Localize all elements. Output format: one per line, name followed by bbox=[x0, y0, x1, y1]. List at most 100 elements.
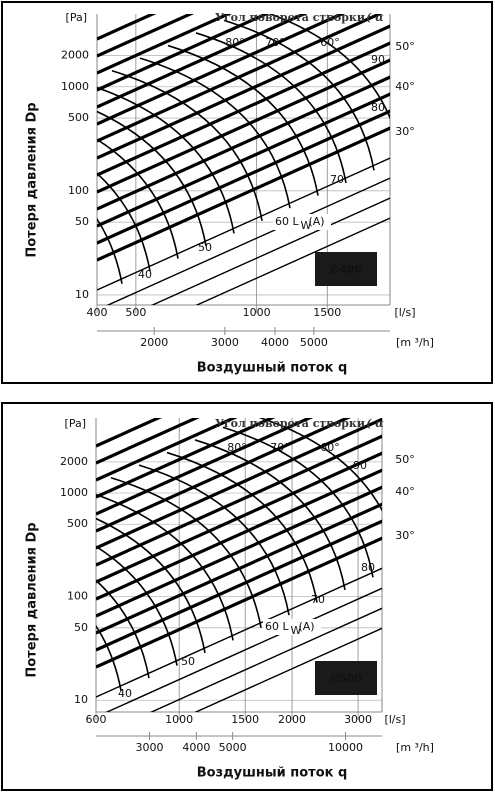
sound-label: 60 L bbox=[275, 215, 299, 228]
sound-curve bbox=[97, 138, 179, 259]
sound-line bbox=[105, 587, 382, 712]
sound-curve bbox=[97, 110, 207, 247]
sound-label: 40 bbox=[138, 268, 152, 281]
badge: ∅400 bbox=[330, 263, 363, 276]
angle-curve bbox=[96, 418, 382, 550]
angle-curve bbox=[96, 502, 382, 635]
y-label: Потеря давления Dp bbox=[25, 522, 40, 677]
x-unit: [l/s] bbox=[394, 306, 415, 319]
x2-tick-label: 3000 bbox=[135, 741, 163, 754]
y-tick-label: 1000 bbox=[60, 486, 88, 499]
y-unit: [Pa] bbox=[66, 11, 87, 24]
angle-curve bbox=[97, 14, 384, 143]
x-tick-label: 400 bbox=[87, 306, 108, 319]
angle-curve bbox=[96, 418, 352, 533]
angle-curve bbox=[96, 418, 238, 482]
x2-tick-label: 2000 bbox=[140, 336, 168, 349]
x-label: Воздушный поток q bbox=[197, 766, 348, 781]
x2-tick-label: 5000 bbox=[219, 741, 247, 754]
y-tick-label: 50 bbox=[74, 621, 88, 634]
title: Угол поворота створки bbox=[215, 11, 365, 24]
sound-curve bbox=[138, 464, 290, 616]
angle-label: 50° bbox=[395, 40, 415, 53]
sound-curve bbox=[96, 579, 150, 679]
angle-curve bbox=[97, 41, 390, 177]
x2-tick-label: 3000 bbox=[211, 336, 239, 349]
angle-curve bbox=[97, 14, 346, 126]
title-suffix: ( α bbox=[366, 11, 384, 24]
sound-line bbox=[97, 157, 390, 291]
angle-label: 50° bbox=[395, 453, 415, 466]
x-tick-label: 600 bbox=[86, 713, 107, 726]
angle-curve bbox=[96, 468, 382, 601]
sound-curve bbox=[96, 624, 122, 691]
angle-curve bbox=[96, 434, 382, 567]
sound-label: 80 bbox=[361, 561, 375, 574]
angle-curve bbox=[97, 24, 390, 160]
angle-curve bbox=[97, 109, 390, 245]
x-tick-label: 3000 bbox=[344, 713, 372, 726]
sound-label: 80 bbox=[371, 101, 385, 114]
sound-curve bbox=[97, 217, 123, 284]
sound-label: 70 bbox=[311, 593, 325, 606]
angle-label: 80° bbox=[225, 36, 245, 49]
sound-curve bbox=[195, 32, 347, 184]
badge: ∅500 bbox=[330, 672, 363, 685]
angle-curve bbox=[97, 75, 390, 211]
angle-curve bbox=[96, 418, 200, 465]
angle-curve bbox=[96, 485, 382, 618]
angle-curve bbox=[97, 14, 308, 109]
x2-tick-label: 10000 bbox=[328, 741, 363, 754]
sound-line bbox=[194, 627, 382, 712]
angle-curve bbox=[97, 58, 390, 194]
sound-after: (A) bbox=[298, 620, 314, 633]
angle-curve bbox=[96, 418, 276, 499]
sound-curve bbox=[110, 476, 262, 628]
angle-curve bbox=[97, 14, 195, 58]
y-label: Потеря давления Dp bbox=[25, 102, 40, 257]
sound-label: 50 bbox=[181, 655, 195, 668]
sound-label: 70 bbox=[330, 173, 344, 186]
sound-label: 90 bbox=[353, 459, 367, 472]
angle-curve bbox=[96, 418, 314, 516]
sound-after: (A) bbox=[308, 215, 324, 228]
angle-curve bbox=[96, 451, 382, 584]
badge-bg bbox=[315, 661, 377, 695]
x-tick-label: 1500 bbox=[231, 713, 259, 726]
x-tick-label: 1000 bbox=[165, 713, 193, 726]
sound-sub: W bbox=[290, 624, 301, 637]
panel-frame bbox=[1, 1, 493, 384]
angle-label: 30° bbox=[395, 529, 415, 542]
angle-curve bbox=[97, 14, 233, 75]
sound-line bbox=[150, 197, 390, 305]
angle-label: 70° bbox=[270, 441, 290, 454]
angle-curve bbox=[97, 14, 270, 92]
x2-tick-label: 4000 bbox=[261, 336, 289, 349]
sound-curve bbox=[96, 493, 234, 641]
x2-unit: [m ³/h] bbox=[396, 336, 434, 349]
curves bbox=[97, 14, 390, 305]
x-tick-label: 1500 bbox=[313, 306, 341, 319]
y-tick-label: 100 bbox=[68, 184, 89, 197]
angle-curve bbox=[96, 536, 382, 669]
sound-curve bbox=[166, 451, 318, 603]
y-tick-label: 2000 bbox=[61, 48, 89, 61]
sound-curve bbox=[167, 44, 319, 196]
title: Угол поворота створки bbox=[215, 417, 365, 430]
sound-label: 40 bbox=[118, 687, 132, 700]
sound-curve bbox=[97, 172, 151, 272]
x2-unit: [m ³/h] bbox=[396, 741, 434, 754]
sound-curve bbox=[111, 69, 263, 221]
y-tick-label: 1000 bbox=[61, 80, 89, 93]
x-tick-label: 500 bbox=[125, 306, 146, 319]
sound-line bbox=[106, 177, 390, 305]
label-bg bbox=[273, 214, 331, 230]
x-label: Воздушный поток q bbox=[197, 361, 348, 376]
angle-curve bbox=[96, 519, 382, 652]
sound-label: 90 bbox=[371, 53, 385, 66]
sound-line bbox=[149, 607, 382, 712]
x2-tick-label: 4000 bbox=[182, 741, 210, 754]
sound-curve bbox=[139, 57, 291, 209]
y-unit: [Pa] bbox=[65, 417, 86, 430]
sound-line bbox=[195, 217, 390, 305]
